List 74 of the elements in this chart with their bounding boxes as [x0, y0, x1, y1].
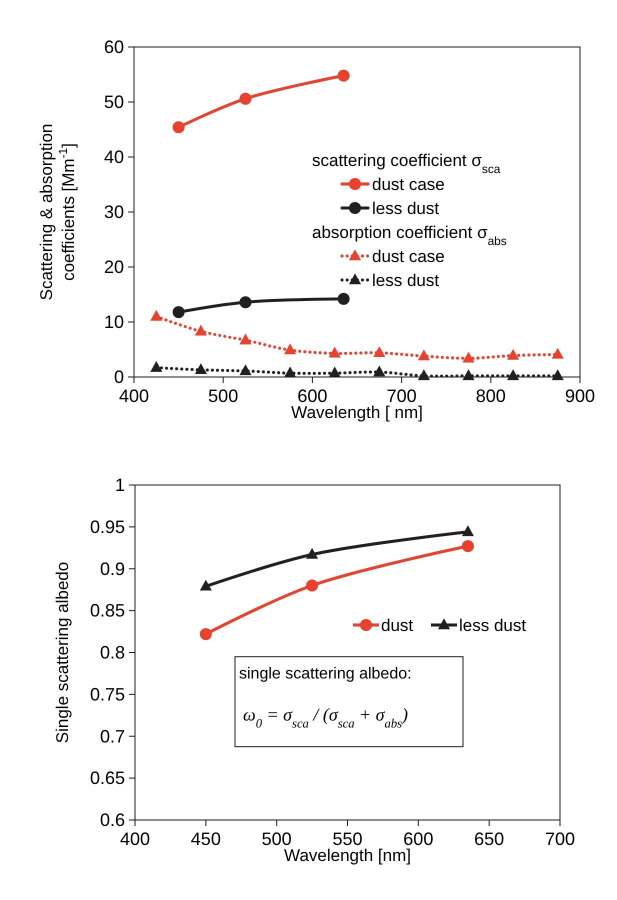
legend-label: less dust	[459, 616, 526, 635]
x-tick-label: 700	[386, 386, 417, 406]
x-tick-label: 450	[190, 829, 221, 849]
y-tick-label: 0.6	[100, 810, 125, 830]
point	[552, 369, 564, 380]
x-tick-label: 700	[544, 829, 576, 849]
y-axis-title: Single scattering albedo	[53, 562, 72, 744]
x-axis-title: Wavelength [ nm]	[291, 403, 423, 422]
point	[507, 348, 520, 360]
y-tick-label: 40	[104, 147, 124, 167]
point	[328, 346, 341, 358]
x-tick-label: 500	[262, 829, 292, 849]
point	[240, 92, 252, 105]
y-tick-label: 0.95	[90, 516, 125, 537]
x-tick-label: 600	[297, 386, 328, 406]
point	[240, 296, 252, 308]
point	[373, 365, 386, 376]
y-tick-label: 50	[104, 92, 124, 112]
legend-label: less dust	[372, 271, 440, 290]
y-tick-label: 0.85	[90, 600, 125, 621]
legend-label: less dust	[372, 199, 440, 218]
annotation: absorption coefficient σ$_{abs}$	[312, 223, 507, 248]
y-tick-label: 0.65	[90, 768, 125, 788]
point	[462, 525, 474, 536]
x-tick-label: 400	[120, 829, 150, 849]
y-tick-label: 0.8	[100, 642, 125, 662]
legend-label: dust	[381, 616, 414, 635]
point	[150, 361, 162, 372]
point	[338, 292, 350, 305]
point	[306, 548, 318, 559]
point	[240, 334, 252, 344]
annotation: single scattering albedo:	[239, 666, 412, 683]
point	[418, 369, 430, 380]
point	[462, 369, 474, 380]
y-tick-label: 0.75	[90, 684, 125, 704]
point	[338, 70, 350, 82]
point	[172, 306, 185, 318]
y-tick-label: 10	[104, 312, 124, 332]
y-tick-label: 0.9	[100, 558, 125, 579]
x-tick-label: 600	[403, 829, 434, 849]
y-tick-label: 0	[114, 367, 124, 387]
x-tick-label: 900	[564, 386, 596, 406]
y-tick-label: 60	[104, 37, 124, 57]
x-tick-label: 500	[208, 386, 238, 406]
point	[284, 366, 296, 378]
point	[200, 628, 212, 640]
point	[150, 310, 162, 321]
point	[328, 366, 341, 378]
legend-label: dust case	[372, 175, 445, 194]
annotation: scattering coefficient σ$_{sca}$	[312, 151, 501, 176]
point	[306, 580, 318, 592]
point	[373, 346, 386, 357]
point	[194, 324, 207, 336]
y-tick-label: 0.7	[100, 726, 125, 746]
point	[418, 350, 430, 360]
point	[507, 369, 520, 380]
y-tick-label: 20	[104, 257, 124, 277]
point	[240, 364, 252, 376]
x-tick-label: 550	[332, 829, 363, 849]
text: ω$_{0}$ = σ$_{sca}$ / (σ$_{sca}$ + σ$_{abs}$)	[243, 704, 408, 731]
point	[462, 352, 474, 362]
legend-label: dust case	[372, 247, 445, 266]
point	[172, 121, 185, 134]
y-tick-label: 30	[104, 202, 124, 222]
point	[284, 343, 296, 354]
point	[462, 540, 474, 552]
y-tick-label: 1	[114, 475, 125, 495]
x-tick-label: 800	[476, 386, 506, 406]
point	[194, 363, 207, 374]
x-tick-label: 650	[474, 829, 504, 849]
point	[552, 348, 564, 359]
x-tick-label: 400	[118, 386, 150, 406]
point	[200, 580, 212, 591]
x-axis-title: Wavelength [nm]	[284, 846, 411, 865]
